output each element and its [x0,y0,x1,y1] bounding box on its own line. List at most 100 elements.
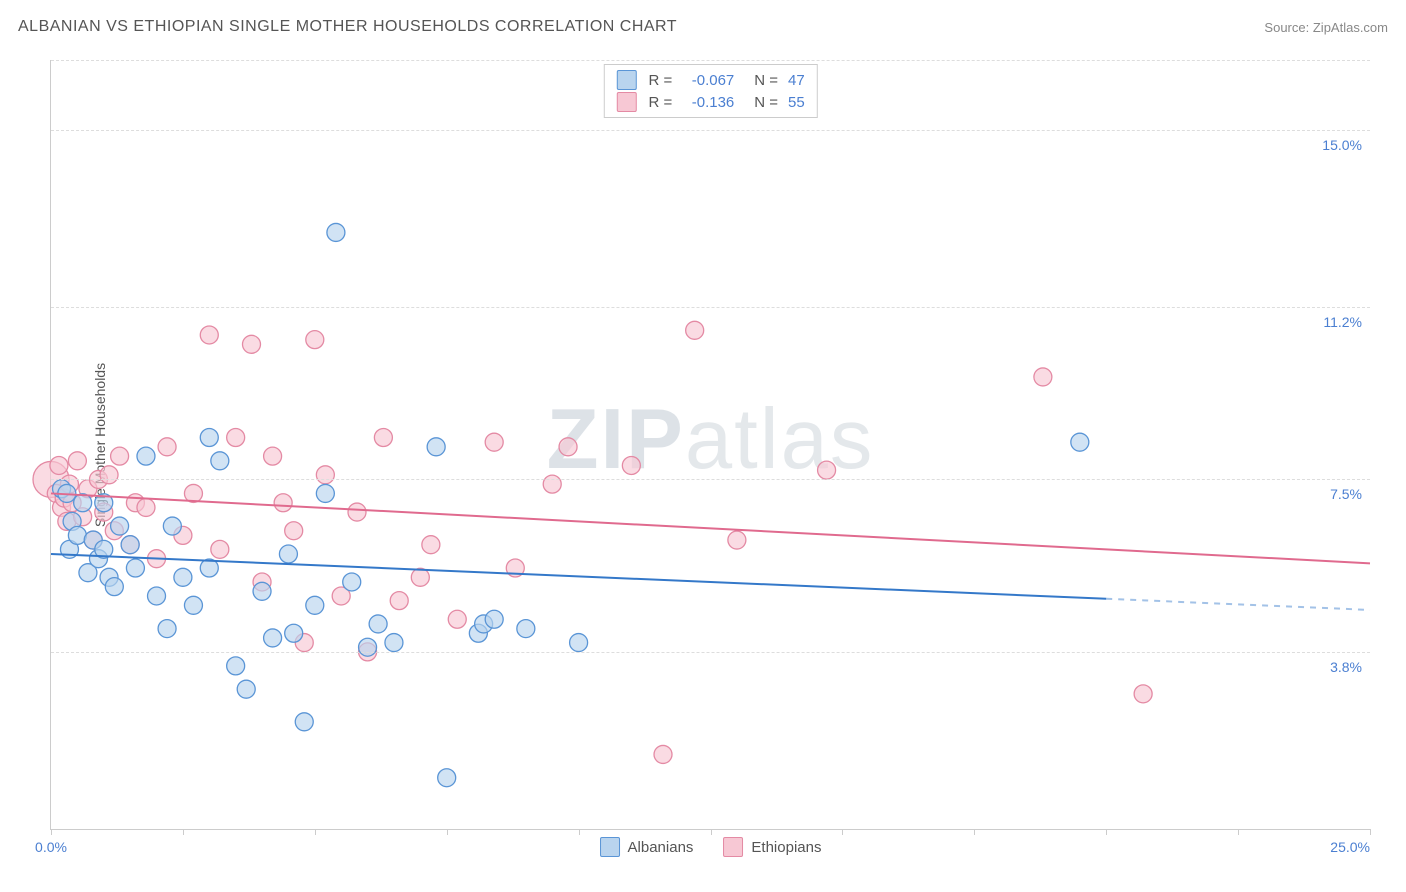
data-point [306,331,324,349]
data-point [374,429,392,447]
x-tick [1106,829,1107,835]
data-point [316,466,334,484]
data-point [50,456,68,474]
chart-canvas: ZIPatlas R = -0.067 N = 47 R = -0.136 N … [50,60,1370,830]
stats-row-albanians: R = -0.067 N = 47 [616,69,804,91]
swatch-ethiopians-icon [723,837,743,857]
data-point [158,620,176,638]
data-point [121,536,139,554]
data-point [200,326,218,344]
x-tick [447,829,448,835]
data-point [126,559,144,577]
data-point [285,522,303,540]
stats-row-ethiopians: R = -0.136 N = 55 [616,91,804,113]
x-tick [1238,829,1239,835]
data-point [686,321,704,339]
source-attribution: Source: ZipAtlas.com [1264,20,1388,35]
data-point [68,526,86,544]
data-point [68,452,86,470]
data-point [211,540,229,558]
grid-line [51,130,1370,131]
y-tick-label: 11.2% [1323,314,1362,330]
data-point [227,429,245,447]
data-point [728,531,746,549]
data-point [184,596,202,614]
data-point [411,568,429,586]
data-point [1134,685,1152,703]
data-point [422,536,440,554]
data-point [306,596,324,614]
legend-item-albanians: Albanians [600,837,694,857]
x-tick [842,829,843,835]
data-point [427,438,445,456]
data-point [227,657,245,675]
data-point [390,592,408,610]
data-point [148,587,166,605]
regression-line-extrapolated [1106,599,1370,610]
data-point [100,466,118,484]
x-tick [711,829,712,835]
swatch-albanians [616,70,636,90]
data-point [174,568,192,586]
y-tick-label: 15.0% [1322,137,1362,153]
data-point [264,447,282,465]
regression-line [51,493,1370,563]
data-point [111,447,129,465]
data-point [279,545,297,563]
data-point [316,484,334,502]
x-max-label: 25.0% [1330,839,1370,855]
data-point [517,620,535,638]
data-point [570,634,588,652]
x-tick [183,829,184,835]
grid-line [51,652,1370,653]
x-origin-label: 0.0% [35,839,67,855]
x-tick [974,829,975,835]
data-point [818,461,836,479]
data-point [1071,433,1089,451]
data-point [211,452,229,470]
data-point [622,456,640,474]
data-point [348,503,366,521]
data-point [74,494,92,512]
data-point [295,713,313,731]
data-point [105,578,123,596]
grid-line [51,307,1370,308]
data-point [343,573,361,591]
chart-title: ALBANIAN VS ETHIOPIAN SINGLE MOTHER HOUS… [18,18,677,36]
scatter-svg [51,60,1370,829]
data-point [285,624,303,642]
grid-line [51,479,1370,480]
data-point [137,498,155,516]
data-point [200,429,218,447]
data-point [137,447,155,465]
data-point [559,438,577,456]
x-tick [1370,829,1371,835]
data-point [485,433,503,451]
data-point [543,475,561,493]
data-point [654,745,672,763]
x-tick [51,829,52,835]
data-point [111,517,129,535]
data-point [163,517,181,535]
series-legend: Albanians Ethiopians [600,837,822,857]
legend-item-ethiopians: Ethiopians [723,837,821,857]
stats-legend-box: R = -0.067 N = 47 R = -0.136 N = 55 [603,64,817,118]
swatch-albanians-icon [600,837,620,857]
swatch-ethiopians [616,92,636,112]
data-point [385,634,403,652]
plot-area: Single Mother Households ZIPatlas R = -0… [50,60,1370,830]
data-point [438,769,456,787]
data-point [327,223,345,241]
data-point [359,638,377,656]
y-tick-label: 7.5% [1330,486,1362,502]
data-point [237,680,255,698]
data-point [264,629,282,647]
data-point [485,610,503,628]
data-point [369,615,387,633]
data-point [158,438,176,456]
data-point [448,610,466,628]
data-point [1034,368,1052,386]
data-point [242,335,260,353]
y-tick-label: 3.8% [1330,659,1362,675]
x-tick [579,829,580,835]
